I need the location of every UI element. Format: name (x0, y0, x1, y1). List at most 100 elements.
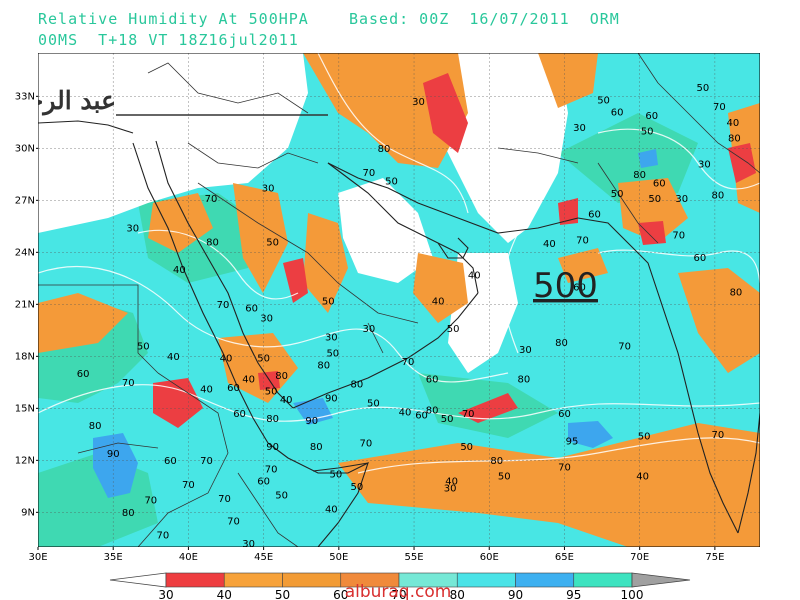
chart-title: Relative Humidity At 500HPA Based: 00Z 1… (38, 10, 620, 28)
contour-label: 40 (543, 239, 556, 250)
contour-label: 50 (275, 490, 288, 501)
contour-label: 50 (385, 177, 398, 188)
contour-label: 40 (325, 504, 338, 515)
colorbar-segment (573, 572, 633, 588)
contour-label: 90 (325, 393, 338, 404)
contour-label: 70 (156, 530, 169, 541)
contour-label: 50 (696, 83, 709, 94)
country-border (77, 442, 159, 454)
contour-line (502, 82, 547, 354)
lon-tick-label: 70E (630, 552, 649, 563)
humidity-band-dry (438, 53, 568, 243)
colorbar-label: 90 (508, 588, 523, 600)
colorbar-segment (456, 572, 516, 588)
contour-label: 50 (460, 442, 473, 453)
humidity-band-orange (538, 53, 598, 108)
chart-subtitle: 00MS T+18 VT 18Z16jul2011 (38, 31, 299, 49)
humidity-band-orange (413, 253, 468, 323)
contour-label: 80 (275, 371, 288, 382)
humidity-band-orange (303, 213, 348, 313)
lat-tick-label: 12N (15, 455, 35, 466)
contour-label: 50 (266, 237, 279, 248)
contour-label: 50 (441, 414, 454, 425)
colorbar-label: 60 (333, 588, 348, 600)
contour-label: 80 (490, 456, 503, 467)
contour-label: 70 (576, 236, 589, 247)
contour-label: 70 (227, 516, 240, 527)
contour-label: 80 (266, 414, 279, 425)
contour-label: 60 (77, 369, 90, 380)
country-border (187, 142, 319, 169)
humidity-band-red (558, 198, 578, 225)
contour-label: 40 (220, 354, 233, 365)
contour-label: 70 (672, 230, 685, 241)
country-border (657, 82, 760, 174)
lon-tick-label: 30E (28, 552, 47, 563)
contour-label: 80 (89, 421, 102, 432)
humidity-band-blue (293, 398, 333, 425)
humidity-band-red (153, 378, 203, 428)
contour-label: 80 (310, 442, 323, 453)
country-border (38, 284, 159, 374)
country-border (597, 162, 659, 244)
contour-label: 80 (728, 133, 741, 144)
contour-label: 40 (167, 352, 180, 363)
contour-label: 40 (280, 395, 293, 406)
contour-label: 90 (305, 416, 318, 427)
humidity-band-dry (338, 178, 433, 283)
contour-label: 80 (555, 338, 568, 349)
country-border (497, 147, 579, 164)
contour-label: 80 (712, 191, 725, 202)
colorbar-label: 70 (391, 588, 406, 600)
lon-tick-label: 75E (705, 552, 724, 563)
colorbar-label: 30 (158, 588, 173, 600)
lon-tick-label: 65E (555, 552, 574, 563)
contour-label: 30 (260, 314, 273, 325)
contour-label: 80 (317, 360, 330, 371)
lat-tick-label: 9N (21, 507, 35, 518)
contour-label: 60 (426, 374, 439, 385)
contour-label: 70 (360, 438, 373, 449)
contour-label: 60 (245, 303, 258, 314)
contour-label: 80 (351, 380, 364, 391)
contour-label: 50 (498, 471, 511, 482)
colorbar-segment (223, 572, 283, 588)
contour-label: 40 (173, 265, 186, 276)
contour-label: 40 (200, 385, 213, 396)
country-border (367, 322, 384, 354)
lon-tick-label: 40E (179, 552, 198, 563)
lon-tick-label: 35E (104, 552, 123, 563)
contour-label: 80 (206, 237, 219, 248)
colorbar-label: 50 (275, 588, 290, 600)
coastline-red-sea (155, 140, 294, 409)
contour-label: 40 (636, 471, 649, 482)
coastline-india-east (737, 412, 760, 534)
country-border (637, 53, 659, 84)
coastline-arabia-south (292, 292, 479, 409)
contour-line (38, 265, 509, 383)
colorbar-label: 40 (217, 588, 232, 600)
contour-label: 30 (519, 345, 532, 356)
contour-label: 70 (205, 194, 218, 205)
contour-label: 70 (462, 409, 475, 420)
contour-label: 60 (573, 282, 586, 293)
contour-label: 90 (266, 442, 279, 453)
contour-label: 90 (107, 449, 120, 460)
contour-label: 30 (573, 123, 586, 134)
lat-tick-label: 30N (15, 143, 35, 154)
humidity-band-blue (638, 149, 658, 168)
contour-label: 80 (730, 288, 743, 299)
colorbar-segment (282, 572, 342, 588)
contour-label: 70 (122, 378, 135, 389)
contour-line (597, 249, 760, 284)
coastline-iran (327, 162, 579, 234)
lat-tick-label: 21N (15, 299, 35, 310)
contour-label: 60 (653, 178, 666, 189)
pressure-level-label: 500 (533, 266, 598, 306)
contour-label: 40 (468, 270, 481, 281)
contour-label: 50 (447, 324, 460, 335)
contour-label: 70 (618, 341, 631, 352)
humidity-band-orange (338, 423, 760, 547)
colorbar-segment (165, 572, 225, 588)
lat-tick-label: 15N (15, 403, 35, 414)
